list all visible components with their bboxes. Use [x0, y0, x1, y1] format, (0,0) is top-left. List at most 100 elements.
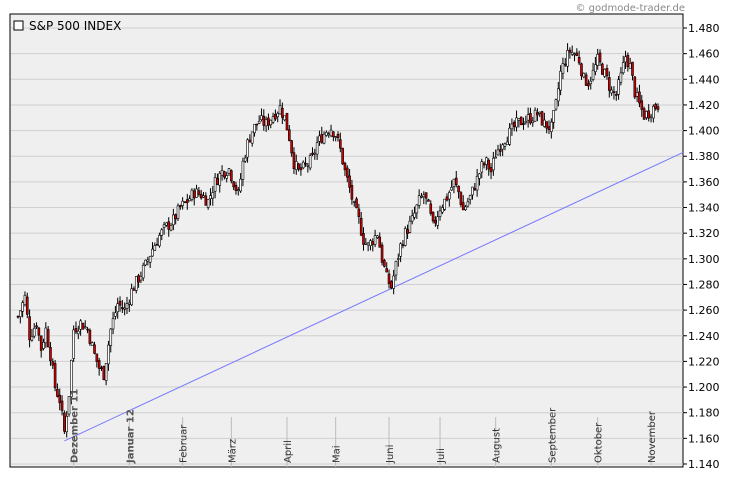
candle: [294, 154, 298, 175]
candle: [88, 328, 92, 346]
candle: [288, 124, 291, 142]
candle-body-up: [494, 156, 497, 159]
candle-body-up: [104, 362, 108, 381]
candle-body-up: [76, 330, 80, 335]
candle: [503, 142, 507, 151]
candle-body-down: [63, 412, 66, 432]
candle: [220, 165, 224, 181]
candle-body-down: [626, 54, 630, 67]
candle: [505, 136, 509, 145]
candle-body-down: [132, 288, 136, 291]
candle: [116, 297, 120, 319]
candle: [624, 50, 627, 69]
candle-body-up: [570, 52, 574, 55]
candle: [183, 201, 187, 204]
candle-body-up: [635, 92, 639, 97]
candle: [151, 242, 154, 257]
candle-body-down: [390, 281, 393, 289]
candle: [325, 130, 328, 137]
candle: [563, 58, 567, 67]
candle: [297, 162, 300, 172]
candle: [35, 322, 38, 329]
candle: [531, 116, 535, 127]
candle: [364, 237, 368, 246]
candle: [526, 107, 530, 128]
candle: [452, 178, 456, 194]
candle: [213, 173, 217, 199]
candle: [603, 68, 606, 78]
candle-body-down: [183, 201, 187, 204]
candle: [508, 123, 511, 146]
candle-body-up: [566, 50, 569, 67]
candle-body-up: [617, 79, 620, 95]
candle: [339, 132, 342, 153]
candle: [257, 115, 261, 125]
candle: [137, 273, 140, 288]
candle-body-down: [95, 353, 99, 362]
candle: [556, 81, 560, 107]
candle-body-down: [46, 329, 50, 348]
candle: [642, 106, 646, 121]
candle: [487, 158, 491, 176]
candle-body-down: [401, 244, 405, 246]
candle-body-up: [139, 275, 143, 281]
candle-body-up: [294, 161, 298, 170]
candle: [32, 323, 36, 339]
candle: [610, 86, 613, 96]
candle-body-up: [403, 228, 407, 246]
candle-body-down: [536, 112, 539, 116]
candle-body-down: [362, 233, 365, 245]
candle: [612, 86, 616, 100]
candle-body-up: [508, 127, 511, 145]
candle-body-down: [357, 208, 361, 217]
candle: [582, 72, 586, 79]
candle-body-down: [598, 52, 602, 63]
candle-body-up: [165, 222, 168, 226]
candle-body-down: [121, 307, 124, 310]
trendline: [64, 151, 684, 442]
candle-body-down: [93, 344, 96, 354]
candle: [49, 342, 52, 366]
candle: [403, 226, 407, 247]
candle: [188, 195, 191, 202]
candle: [635, 87, 639, 103]
candle: [652, 104, 655, 123]
candle-body-down: [487, 159, 491, 170]
candle-body-down: [118, 300, 122, 306]
candle-body-up: [65, 416, 68, 433]
candle-body-up: [649, 115, 653, 118]
candle: [336, 131, 340, 142]
candle: [165, 222, 168, 227]
y-tick-label: 1.280: [688, 278, 720, 291]
candle: [621, 55, 625, 75]
candle: [223, 170, 226, 180]
candle-body-up: [526, 114, 530, 121]
candle-body-up: [308, 155, 312, 169]
candle-body-down: [49, 346, 52, 362]
candle-body-down: [371, 241, 375, 245]
candle: [97, 357, 101, 376]
candle: [278, 99, 282, 115]
candle-body-down: [297, 163, 300, 170]
candle-body-down: [359, 217, 363, 236]
candle: [649, 113, 653, 123]
candle-body-up: [209, 195, 212, 200]
candle: [598, 49, 602, 66]
candle-body-down: [633, 76, 637, 98]
candle: [67, 396, 71, 417]
candle: [399, 242, 402, 263]
candle-body-up: [151, 248, 154, 257]
candle: [141, 262, 145, 282]
x-tick-label: Juni: [385, 445, 396, 464]
candles-layer: [16, 43, 660, 438]
y-axis-labels: 1.140 1.160 1.180 1.200 1.220 1.240 1.260 1.280…: [683, 22, 720, 471]
x-tick-label: Januar 12: [125, 409, 136, 464]
candle-body-up: [399, 243, 402, 257]
candle: [591, 62, 595, 82]
y-tick-label: 1.200: [688, 381, 720, 394]
candle-body-up: [276, 113, 280, 117]
candle: [241, 157, 245, 187]
candle: [410, 209, 414, 225]
candle-body-up: [172, 214, 175, 226]
candle: [359, 212, 363, 237]
